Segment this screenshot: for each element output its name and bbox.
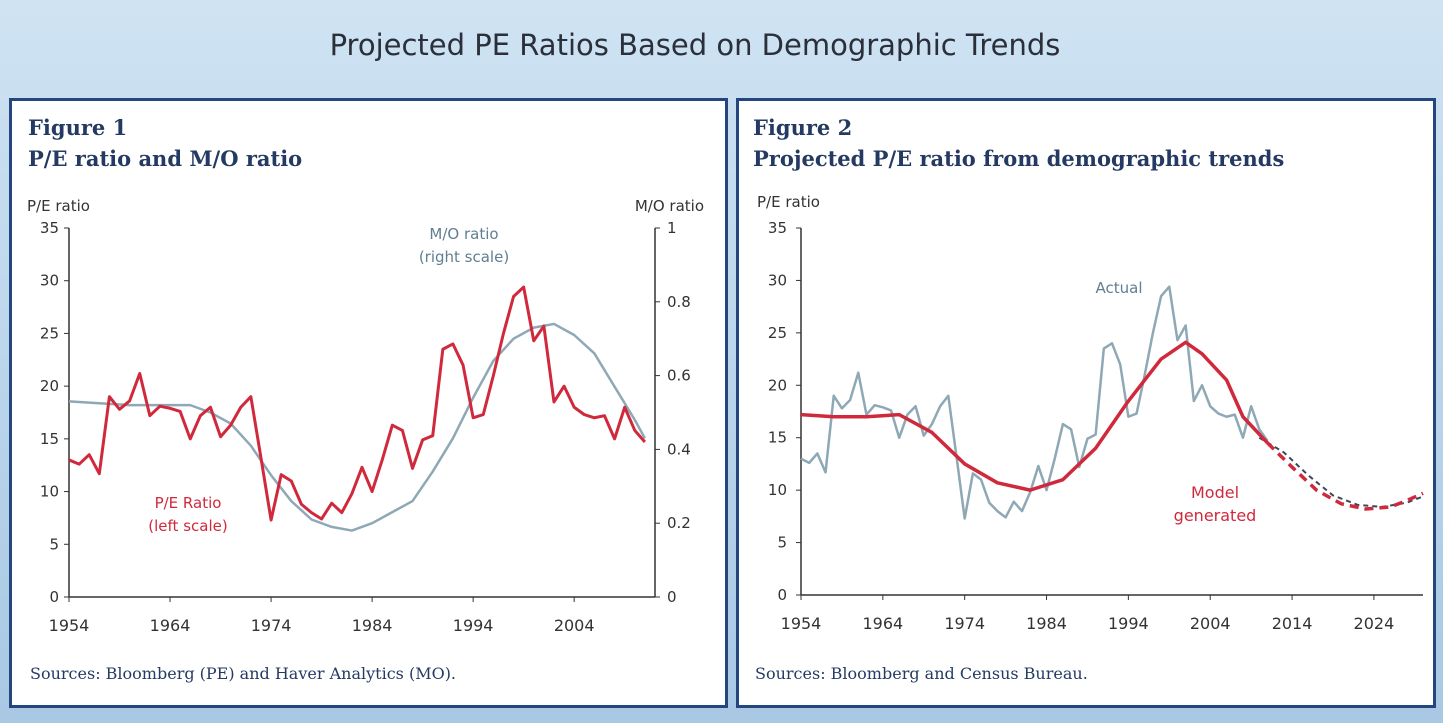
x-tick-label: 1964 <box>150 616 191 635</box>
actual-pe-line <box>800 285 1269 520</box>
x-tick-label: 1954 <box>781 614 822 633</box>
x-tick-label: 2004 <box>1190 614 1231 633</box>
left-y-tick-label: 5 <box>49 535 59 553</box>
left-y-tick-label: 30 <box>40 272 59 290</box>
y-tick-label: 25 <box>768 324 787 342</box>
pe-ratio-line <box>68 285 647 522</box>
figure-1-subtitle: P/E ratio and M/O ratio <box>28 146 303 171</box>
left-y-tick-label: 35 <box>40 219 59 237</box>
right-y-tick-label: 1 <box>667 219 677 237</box>
left-y-tick-label: 25 <box>40 324 59 342</box>
figure-2-chart: P/E ratio 0 5 10 15 20 25 30 35 1954 1964 1974 1984 1… <box>757 193 1424 633</box>
page-title: Projected PE Ratios Based on Demographic… <box>329 28 1061 62</box>
left-y-tick-label: 20 <box>40 377 59 395</box>
x-tick-label: 2024 <box>1354 614 1395 633</box>
pe-ratio-series-label: (left scale) <box>148 517 227 535</box>
y-tick-label: 20 <box>768 376 787 394</box>
x-tick-label: 1964 <box>862 614 903 633</box>
y-tick-label: 15 <box>768 429 787 447</box>
mo-ratio-series-label: M/O ratio <box>429 225 498 243</box>
right-axis-title: M/O ratio <box>635 197 704 215</box>
model-generated-line <box>800 340 1269 492</box>
model-series-label: Model <box>1191 483 1239 502</box>
figure-2-number: Figure 2 <box>753 115 853 140</box>
left-axis-title: P/E ratio <box>27 197 90 215</box>
x-tick-label: 1984 <box>1026 614 1067 633</box>
pe-ratio-series-label: P/E Ratio <box>155 494 222 512</box>
mo-ratio-line <box>68 322 646 532</box>
left-y-tick-label: 10 <box>40 483 59 501</box>
model-projection-dashed-line <box>1266 441 1424 511</box>
mo-ratio-series-label: (right scale) <box>419 248 509 266</box>
figure-1-chart: P/E ratio M/O ratio 0 5 10 15 20 25 30 35 0 0.2 0.4 0… <box>27 197 704 635</box>
right-y-tick-label: 0.2 <box>667 514 691 532</box>
left-y-tick-label: 15 <box>40 430 59 448</box>
figure-1-source: Sources: Bloomberg (PE) and Haver Analyt… <box>30 664 457 683</box>
x-tick-label: 1984 <box>352 616 393 635</box>
alternate-projection-dashed-line <box>1258 436 1424 508</box>
right-y-tick-label: 0.8 <box>667 293 691 311</box>
model-series-label: generated <box>1174 506 1257 525</box>
left-y-tick-label: 0 <box>49 588 59 606</box>
figure-1-panel: Figure 1 P/E ratio and M/O ratio P/E rat… <box>9 98 728 708</box>
x-tick-label: 1974 <box>251 616 292 635</box>
figure-2-source: Sources: Bloomberg and Census Bureau. <box>755 664 1088 683</box>
y-tick-label: 0 <box>777 586 787 604</box>
y-tick-label: 30 <box>768 271 787 289</box>
figure-2-subtitle: Projected P/E ratio from demographic tre… <box>753 146 1285 171</box>
x-tick-label: 2014 <box>1272 614 1313 633</box>
figure-2-panel: Figure 2 Projected P/E ratio from demogr… <box>736 98 1436 708</box>
figure-1-number: Figure 1 <box>28 115 128 140</box>
x-tick-label: 2004 <box>554 616 595 635</box>
x-tick-label: 1954 <box>49 616 90 635</box>
y-tick-label: 10 <box>768 481 787 499</box>
y-tick-label: 35 <box>768 219 787 237</box>
x-tick-label: 1974 <box>944 614 985 633</box>
right-y-tick-label: 0.4 <box>667 440 691 458</box>
right-y-tick-label: 0.6 <box>667 367 691 385</box>
right-y-tick-label: 0 <box>667 588 677 606</box>
x-tick-label: 1994 <box>1108 614 1149 633</box>
actual-series-label: Actual <box>1096 279 1143 297</box>
y-tick-label: 5 <box>777 534 787 552</box>
x-tick-label: 1994 <box>453 616 494 635</box>
y-axis-title: P/E ratio <box>757 193 820 211</box>
